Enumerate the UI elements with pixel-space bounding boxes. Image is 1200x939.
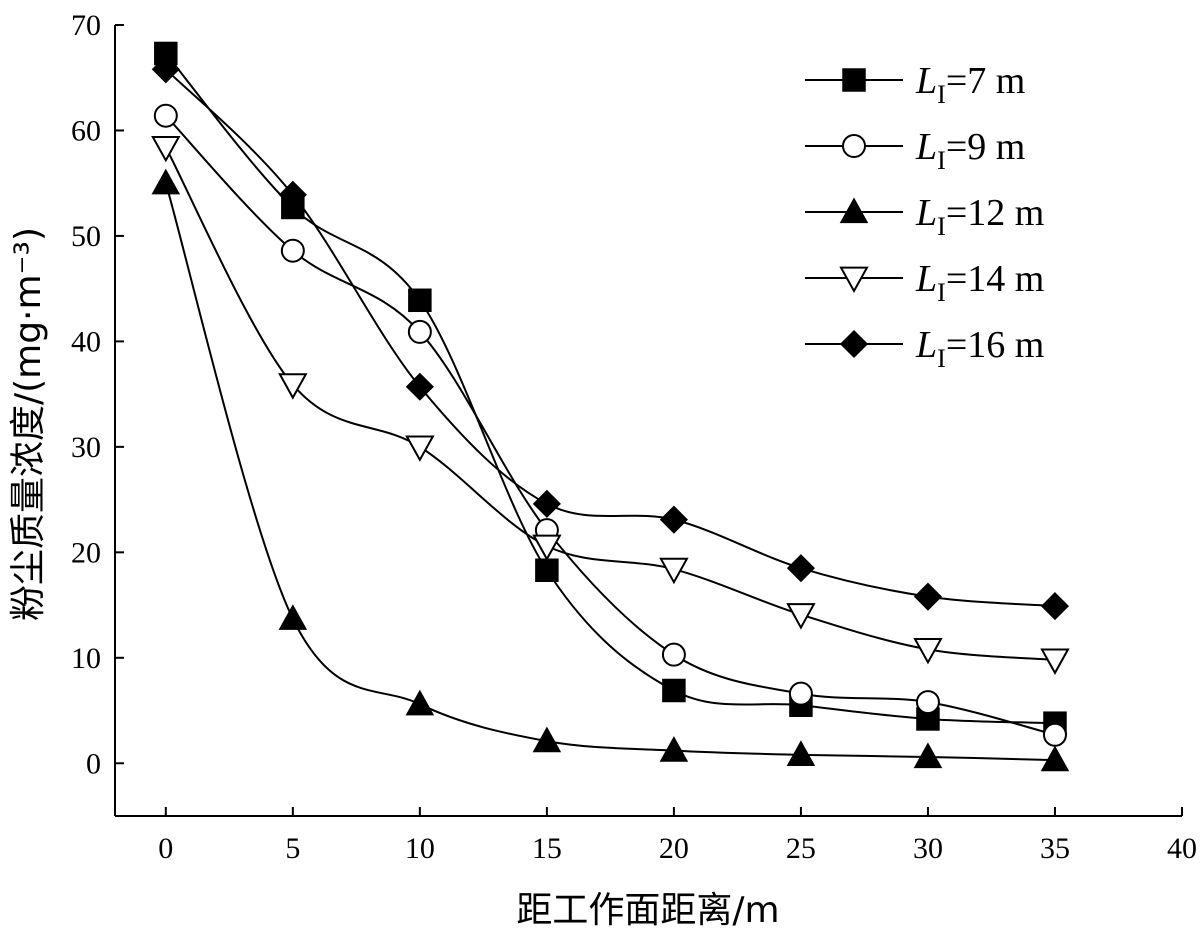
data-point-s2-x30 bbox=[915, 690, 940, 715]
data-point-s4-x15 bbox=[532, 534, 562, 562]
data-point-s4-x30 bbox=[913, 637, 943, 665]
data-point-s1-x15 bbox=[535, 558, 559, 583]
data-point-s2-x10 bbox=[407, 319, 432, 344]
x-tick-label: 20 bbox=[659, 832, 689, 865]
data-point-s5-x30 bbox=[913, 582, 943, 611]
data-point-s4-x35 bbox=[1040, 648, 1070, 675]
data-point-s2-x20 bbox=[661, 642, 686, 667]
data-point-s2-x0 bbox=[153, 103, 178, 128]
legend-label-3: LI=12 m bbox=[915, 192, 1044, 241]
legend-marker-5 bbox=[839, 329, 869, 359]
data-point-s3-x25 bbox=[786, 740, 816, 766]
data-point-s3-x20 bbox=[659, 736, 689, 762]
x-tick-label: 15 bbox=[532, 832, 562, 865]
x-tick-label: 25 bbox=[786, 832, 816, 865]
data-point-s1-x10 bbox=[408, 288, 432, 313]
data-point-s5-x15 bbox=[532, 489, 561, 518]
data-point-s2-x35 bbox=[1042, 722, 1067, 747]
x-tick-label: 35 bbox=[1040, 832, 1070, 865]
y-tick-label: 40 bbox=[71, 325, 101, 358]
legend-marker-2 bbox=[842, 134, 866, 158]
data-point-s5-x10 bbox=[405, 372, 434, 401]
data-point-s2-x25 bbox=[788, 681, 813, 706]
y-axis-title: 粉尘质量浓度/(mg·m⁻³) bbox=[8, 227, 49, 621]
x-axis-title: 距工作面距离/m bbox=[516, 890, 779, 931]
x-tick-label: 40 bbox=[1167, 832, 1197, 865]
legend-marker-4 bbox=[839, 266, 869, 294]
x-tick-label: 5 bbox=[285, 832, 300, 865]
data-point-s3-x10 bbox=[405, 689, 435, 716]
data-point-s3-x0 bbox=[151, 168, 181, 195]
data-point-s5-x35 bbox=[1040, 592, 1070, 621]
data-point-s3-x15 bbox=[532, 726, 562, 753]
legend: LI=7 m LI=9 m LI=12 m LI=14 m LI=16 m bbox=[805, 60, 1044, 373]
y-tick-label: 60 bbox=[71, 114, 101, 147]
data-point-s3-x30 bbox=[913, 742, 943, 769]
y-tick-label: 30 bbox=[71, 431, 101, 464]
data-point-s2-x5 bbox=[280, 238, 305, 263]
data-point-s3-x5 bbox=[278, 604, 308, 630]
data-point-s5-x5 bbox=[278, 180, 307, 209]
legend-marker-1 bbox=[842, 68, 866, 92]
axes: 0 5 10 15 20 25 30 35 40 0 10 20 30 40 50 60 70 bbox=[71, 9, 1197, 865]
data-point-s5-x20 bbox=[659, 505, 688, 534]
legend-label-1: LI=7 m bbox=[915, 60, 1025, 109]
data-point-s5-x25 bbox=[786, 554, 815, 583]
legend-marker-3 bbox=[839, 197, 869, 224]
legend-label-2: LI=9 m bbox=[915, 126, 1025, 175]
data-point-s4-x25 bbox=[786, 603, 816, 630]
y-tick-label: 70 bbox=[71, 9, 101, 42]
y-tick-label: 0 bbox=[86, 747, 101, 780]
series-markers bbox=[151, 41, 1070, 772]
data-point-s4-x10 bbox=[405, 435, 435, 462]
legend-label-5: LI=16 m bbox=[915, 324, 1044, 373]
data-point-s5-x0 bbox=[151, 55, 180, 84]
x-tick-label: 30 bbox=[913, 832, 943, 865]
data-point-s4-x5 bbox=[278, 373, 308, 400]
data-point-s1-x20 bbox=[662, 678, 686, 703]
x-tick-label: 0 bbox=[158, 832, 173, 865]
y-tick-label: 50 bbox=[71, 220, 101, 253]
legend-label-4: LI=14 m bbox=[915, 258, 1044, 307]
y-tick-label: 20 bbox=[71, 536, 101, 569]
data-point-s4-x20 bbox=[659, 557, 689, 585]
data-point-s3-x35 bbox=[1040, 745, 1070, 772]
data-point-s4-x0 bbox=[151, 135, 181, 163]
x-tick-label: 10 bbox=[405, 832, 435, 865]
y-tick-label: 10 bbox=[71, 642, 101, 675]
